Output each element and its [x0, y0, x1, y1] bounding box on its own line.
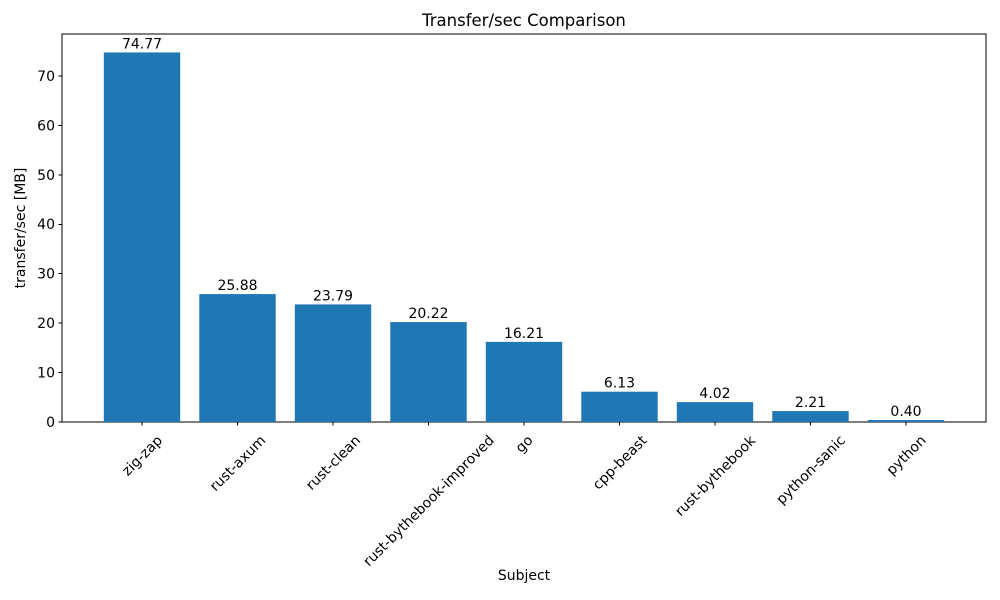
x-tick-label: rust-bythebook-improved	[361, 433, 498, 570]
x-tick-label: python-sanic	[774, 433, 849, 508]
bar-cpp-beast	[581, 391, 658, 422]
chart-title: Transfer/sec Comparison	[421, 11, 626, 30]
bar-python-sanic	[772, 411, 849, 422]
bar-zig-zap	[103, 52, 181, 422]
y-tick-label: 50	[37, 168, 55, 184]
bar-value-labels: 74.77 25.88 23.79 20.22 16.21 6.13 4.02 2.21 0.4…	[122, 36, 922, 420]
bar-value-label: 74.77	[122, 36, 162, 52]
bar-python	[867, 420, 945, 422]
bar-value-label: 20.22	[408, 306, 448, 322]
x-tick-label: go	[513, 433, 537, 457]
bar-value-label: 25.88	[217, 278, 257, 294]
x-axis-tick-labels: zig-zap rust-axum rust-cleanrust-bythebook…	[119, 432, 929, 569]
x-tick-label: rust-clean	[303, 433, 364, 494]
bar-value-label: 16.21	[504, 326, 544, 342]
x-tick-label: rust-bythebook	[672, 432, 759, 519]
bar-value-label: 23.79	[313, 288, 353, 304]
y-tick-label: 40	[37, 217, 55, 233]
bar-value-label: 0.40	[890, 404, 921, 420]
y-tick-label: 0	[46, 415, 55, 431]
x-tick-label: rust-axum	[207, 433, 269, 495]
x-tick-label: cpp-beast	[590, 432, 651, 493]
bar-value-label: 4.02	[699, 386, 730, 402]
y-tick-label: 60	[37, 118, 55, 134]
bar-rust-bythebook-improved	[390, 322, 467, 422]
y-tick-label: 20	[37, 316, 55, 332]
bars	[103, 52, 945, 422]
x-axis-label: Subject	[498, 568, 551, 584]
x-tick-label: zig-zap	[119, 433, 166, 480]
bar-value-label: 6.13	[604, 376, 635, 392]
y-tick-label: 30	[37, 267, 55, 283]
bar-rust-bythebook	[676, 402, 754, 422]
bar-rust-axum	[199, 294, 276, 422]
x-tick-label: python	[884, 433, 930, 479]
y-tick-label: 10	[37, 365, 55, 381]
x-axis-ticks	[141, 422, 907, 426]
y-tick-label: 70	[37, 69, 55, 85]
y-axis-label: transfer/sec [MB]	[13, 168, 29, 289]
bar-go	[485, 341, 563, 422]
y-axis-ticks: 0 10 20 30 40 50 60 70	[37, 69, 62, 431]
bar-rust-clean	[294, 304, 372, 422]
bar-value-label: 2.21	[795, 395, 826, 411]
